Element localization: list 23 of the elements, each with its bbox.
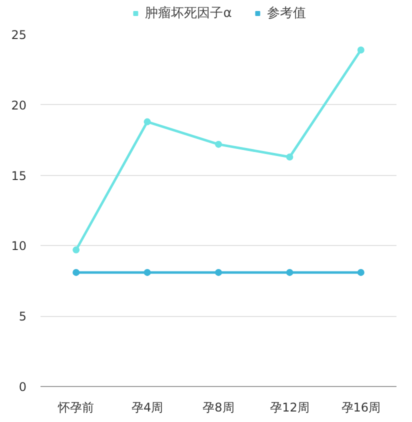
point: [286, 154, 294, 160]
point: [357, 46, 364, 54]
x-tick-label: 孕8周: [202, 400, 234, 414]
y-tick-label: 25: [11, 28, 27, 42]
x-tick-label: 孕12周: [270, 400, 310, 414]
point: [144, 268, 151, 276]
point: [215, 140, 222, 148]
legend-label: 参考值: [266, 5, 306, 22]
point: [144, 118, 151, 126]
y-tick-label: 20: [11, 98, 27, 112]
point: [72, 246, 80, 254]
x-tick-label: 怀孕前: [57, 400, 94, 414]
y-tick-label: 10: [11, 239, 27, 254]
x-tick-label: 孕4周: [131, 400, 164, 414]
point: [72, 268, 80, 276]
y-tick-label: 0: [18, 380, 27, 394]
y-tick-label: 15: [11, 168, 27, 183]
point: [357, 268, 364, 276]
y-tick-label: 5: [18, 310, 27, 324]
point: [215, 268, 222, 276]
x-tick-label: 孕16周: [341, 400, 381, 414]
legend-label: 肿瘤坏死因子α: [145, 5, 232, 22]
point: [286, 268, 294, 276]
